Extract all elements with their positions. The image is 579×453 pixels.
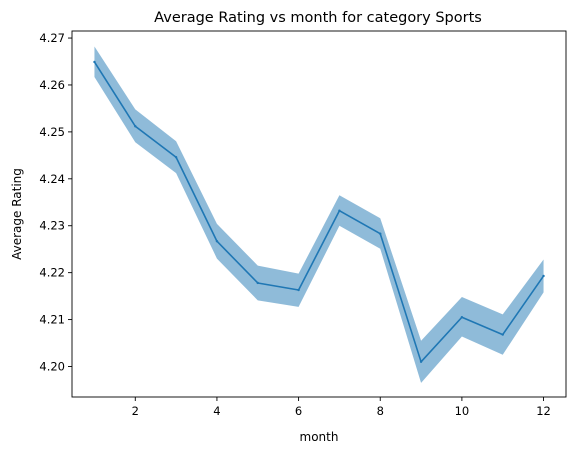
data-point	[215, 240, 219, 243]
y-tick-label: 4.23	[39, 219, 65, 233]
x-tick-label: 4	[213, 404, 220, 418]
y-tick-label: 4.22	[39, 266, 65, 280]
data-point	[501, 333, 504, 336]
data-point	[379, 232, 382, 235]
data-point	[460, 316, 464, 319]
data-point	[338, 209, 341, 212]
x-tick-label: 6	[295, 404, 302, 418]
x-tick-label: 2	[132, 404, 139, 418]
y-tick-label: 4.26	[39, 78, 65, 92]
x-axis: 2 4 6 8 10 12	[132, 397, 551, 418]
y-axis-label: Average Rating	[10, 168, 24, 260]
x-tick-label: 12	[536, 404, 551, 418]
data-point	[256, 281, 259, 285]
plot-area	[93, 46, 545, 383]
data-point	[93, 60, 96, 64]
confidence-band	[94, 46, 544, 383]
data-point	[174, 156, 178, 159]
x-axis-label: month	[300, 430, 339, 444]
y-tick-label: 4.25	[39, 125, 65, 139]
x-tick-label: 8	[377, 404, 384, 418]
data-point	[134, 125, 137, 128]
y-tick-label: 4.27	[39, 31, 65, 45]
data-point	[297, 288, 300, 292]
y-tick-label: 4.24	[39, 172, 65, 186]
y-tick-label: 4.20	[39, 360, 65, 374]
series-line	[93, 61, 545, 363]
y-axis: 4.20 4.21 4.22 4.23 4.24 4.25 4.26 4.27	[39, 31, 72, 374]
plot-frame	[71, 30, 567, 398]
x-tick-label: 10	[455, 404, 470, 418]
chart-title: Average Rating vs month for category Spo…	[154, 10, 482, 26]
data-point	[542, 274, 545, 278]
y-tick-label: 4.21	[39, 313, 65, 327]
data-point	[419, 360, 423, 364]
